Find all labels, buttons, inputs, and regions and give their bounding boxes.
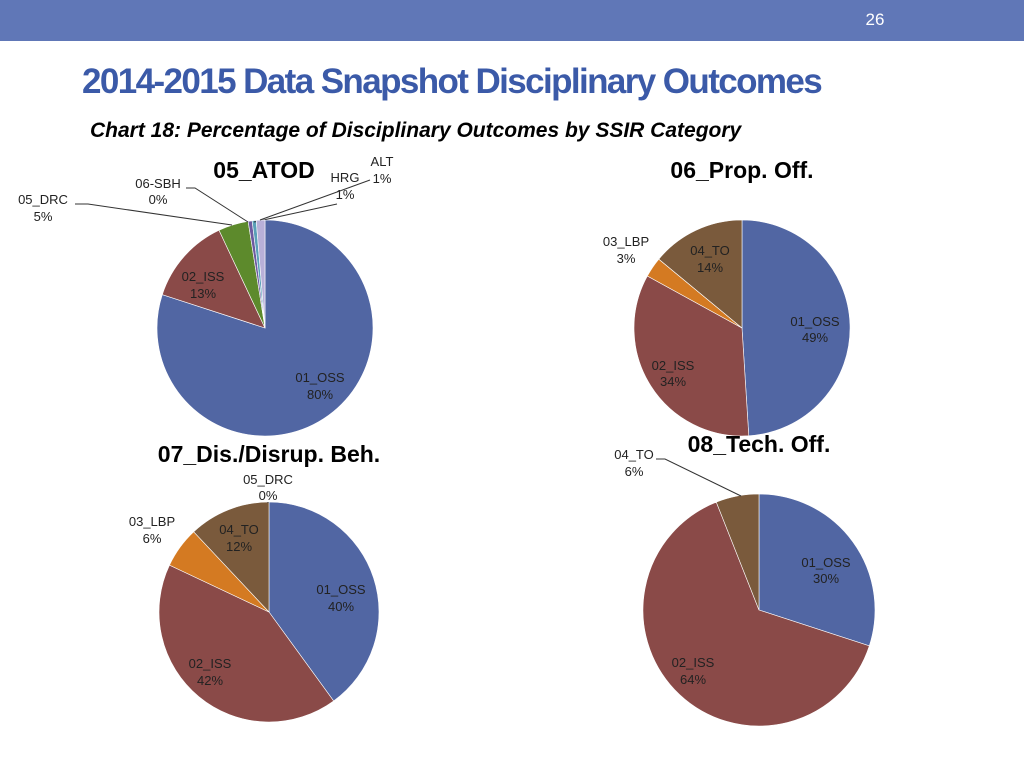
- pie-title: 07_Dis./Disrup. Beh.: [158, 441, 380, 467]
- pie-slice-04-to: [658, 219, 743, 329]
- data-label-01-oss: 01_OSS: [316, 582, 365, 597]
- page-number: 26: [865, 10, 885, 29]
- leader-line: [656, 458, 742, 497]
- data-label-01-oss: 01_OSS: [295, 370, 344, 385]
- data-label-04-to: 04_TO: [614, 447, 654, 462]
- header-bar: [0, 0, 1024, 41]
- data-label-pct: 5%: [34, 209, 53, 224]
- data-label-06-sbh: 06-SBH: [135, 176, 181, 191]
- data-label-pct: 34%: [660, 374, 686, 389]
- pie-slice-01-oss: [156, 219, 374, 437]
- data-label-pct: 64%: [680, 672, 706, 687]
- data-label-01-oss: 01_OSS: [790, 314, 839, 329]
- data-label-02-iss: 02_ISS: [652, 358, 695, 373]
- slide-title: 2014-2015 Data Snapshot Disciplinary Out…: [82, 62, 823, 101]
- data-label-03-lbp: 03_LBP: [129, 514, 175, 529]
- data-label-pct: 0%: [259, 488, 278, 503]
- data-label-pct: 0%: [149, 192, 168, 207]
- pie-slice-01-oss: [268, 501, 380, 702]
- data-label-pct: 80%: [307, 387, 333, 402]
- data-label-02-iss: 02_ISS: [672, 655, 715, 670]
- data-label-05-drc: 05_DRC: [18, 192, 68, 207]
- pie-slice-01-oss: [741, 219, 851, 437]
- data-label-pct: 49%: [802, 330, 828, 345]
- data-label-pct: 6%: [143, 531, 162, 546]
- data-label-04-to: 04_TO: [219, 522, 259, 537]
- pie-slice-01-oss: [758, 493, 876, 647]
- data-label-02-iss: 02_ISS: [182, 269, 225, 284]
- pie-chart-05-atod: 05_ATOD 01_OSS 80% 02_ISS 13% 05_DRC 5% 06-SBH0…: [18, 154, 394, 437]
- pie-slice-02-iss: [642, 501, 870, 727]
- pie-chart-07-dis-disrup-beh: 07_Dis./Disrup. Beh. 01_OSS 40% 02_ISS 42% 03…: [129, 441, 380, 723]
- pie-slice-04-to: [715, 493, 760, 611]
- data-label-02-iss: 02_ISS: [189, 656, 232, 671]
- data-label-alt: ALT: [371, 154, 394, 169]
- data-label-pct: 1%: [373, 171, 392, 186]
- data-label-pct: 30%: [813, 571, 839, 586]
- data-label-04-to: 04_TO: [690, 243, 730, 258]
- data-label-pct: 42%: [197, 673, 223, 688]
- data-label-pct: 14%: [697, 260, 723, 275]
- pie-title: 05_ATOD: [213, 157, 314, 183]
- pie-slice-04-to: [193, 501, 270, 613]
- pie-slice-02-iss: [158, 564, 335, 723]
- data-label-01-oss: 01_OSS: [801, 555, 850, 570]
- pie-title: 06_Prop. Off.: [670, 157, 813, 183]
- leader-line: [259, 179, 371, 221]
- leader-line: [253, 203, 338, 223]
- data-label-hrg: HRG: [331, 170, 360, 185]
- data-label-05-drc: 05_DRC: [243, 472, 293, 487]
- data-label-pct: 3%: [617, 251, 636, 266]
- data-label-pct: 12%: [226, 539, 252, 554]
- data-label-03-lbp: 03_LBP: [603, 234, 649, 249]
- leader-line: [75, 203, 233, 226]
- leader-line: [186, 187, 249, 223]
- pie-slice-02-iss: [161, 229, 266, 329]
- data-label-pct: 6%: [625, 464, 644, 479]
- data-label-pct: 40%: [328, 599, 354, 614]
- chart-subtitle: Chart 18: Percentage of Disciplinary Out…: [90, 119, 742, 142]
- data-label-pct: 13%: [190, 286, 216, 301]
- pie-title: 08_Tech. Off.: [688, 431, 831, 457]
